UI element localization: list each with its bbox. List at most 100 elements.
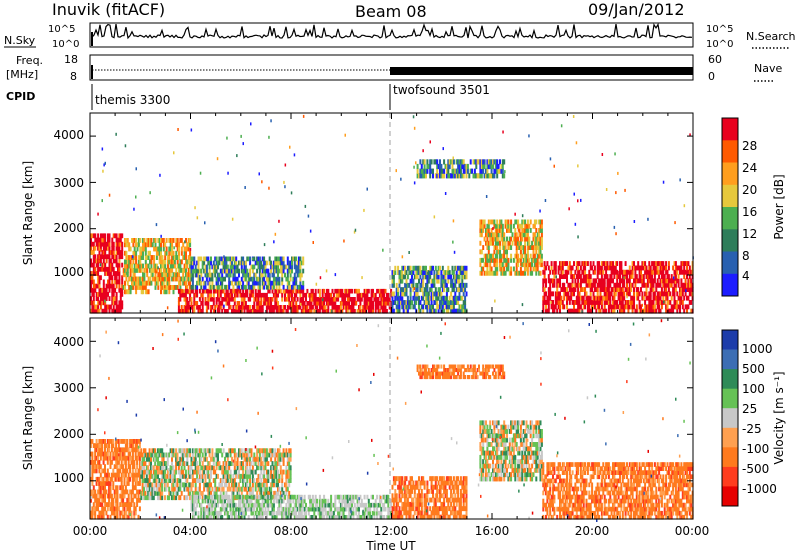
power-cell [118, 271, 121, 276]
power-cell [646, 269, 649, 275]
vel-cell [104, 489, 106, 495]
vel-cell [115, 464, 118, 469]
power-cell [401, 278, 404, 284]
power-cell [154, 272, 157, 278]
power-cell [573, 287, 575, 292]
power-cell [201, 260, 204, 266]
power-cell [99, 241, 102, 247]
power-cell [114, 271, 117, 276]
power-cell [514, 240, 517, 246]
power-cell [224, 260, 226, 266]
power-cell [486, 257, 489, 263]
power-cell [90, 271, 92, 276]
power-cell [434, 291, 437, 297]
power-cell [318, 301, 321, 306]
power-cell [128, 276, 131, 282]
power-cell [353, 288, 356, 294]
power-cell [172, 263, 175, 269]
power-cell [337, 309, 340, 314]
vel-cell [247, 469, 250, 475]
power-cell [233, 268, 236, 274]
power-cell [217, 280, 219, 286]
power-cell [443, 287, 446, 293]
power-cell [429, 163, 432, 170]
power-cell [272, 284, 275, 290]
power-cell [275, 264, 278, 270]
power-cell [483, 219, 486, 225]
power-cell [249, 272, 252, 278]
power-cell [129, 259, 132, 265]
power-cell [640, 265, 642, 271]
power-cell [137, 280, 140, 286]
power-cell [658, 261, 661, 266]
vel-cell [207, 465, 210, 471]
power-cell [443, 173, 446, 179]
power-cell [349, 297, 352, 302]
vel-cell [108, 497, 111, 503]
power-echo [103, 163, 105, 167]
power-cell [599, 308, 602, 314]
power-cell [139, 263, 142, 269]
power-cell [620, 261, 623, 266]
power-cell [549, 278, 552, 284]
power-cell [677, 278, 680, 284]
power-cell [136, 276, 139, 282]
power-cell [649, 304, 652, 310]
power-cell [624, 300, 627, 305]
power-cell [126, 238, 129, 243]
vel-cell [122, 464, 125, 469]
vel-cell [104, 464, 106, 469]
power-cell [559, 282, 561, 288]
power-cell [543, 269, 546, 275]
power-cell [240, 305, 243, 310]
power-cell [462, 270, 465, 275]
vel-cell [136, 460, 139, 465]
power-cell [168, 272, 171, 278]
power-cell [167, 280, 169, 286]
power-cell [532, 245, 535, 250]
power-cell [137, 259, 140, 265]
power-cell [501, 270, 504, 276]
power-echo [244, 186, 246, 189]
power-cell [207, 288, 210, 294]
power-cell [221, 268, 224, 274]
power-cell [260, 260, 263, 266]
vel-cell [179, 456, 182, 462]
power-cell [472, 173, 475, 179]
power-cell [426, 278, 429, 284]
power-cell [244, 292, 247, 298]
power-cell [503, 240, 506, 246]
power-cell [91, 287, 94, 293]
power-cell [115, 254, 118, 260]
power-cell [168, 285, 171, 290]
power-cell [603, 265, 606, 271]
power-cell [666, 269, 669, 275]
power-cell [658, 282, 661, 288]
vel-cell [105, 455, 108, 461]
power-cell [288, 280, 291, 286]
power-cell [522, 245, 525, 250]
power-cell [352, 305, 355, 310]
power-cell [242, 292, 245, 298]
vel-cell [91, 481, 94, 486]
power-cell [455, 278, 458, 284]
power-cell [401, 291, 404, 297]
power-cell [418, 295, 420, 301]
power-cell [256, 276, 259, 282]
power-cell [95, 237, 98, 243]
power-echo [452, 240, 454, 244]
vel-cell [187, 452, 190, 458]
power-cell [415, 270, 418, 275]
power-cell [261, 305, 264, 310]
power-cell [613, 282, 616, 288]
power-cell [543, 265, 546, 271]
vel-cell [144, 478, 147, 483]
power-cell [281, 272, 284, 278]
power-cell [459, 163, 462, 170]
vel-cell [201, 452, 204, 458]
power-cell [271, 305, 274, 310]
vel-cell [134, 485, 137, 491]
nave-dense-trace [390, 67, 693, 75]
power-cell [298, 288, 300, 294]
vel-cell [232, 448, 235, 454]
